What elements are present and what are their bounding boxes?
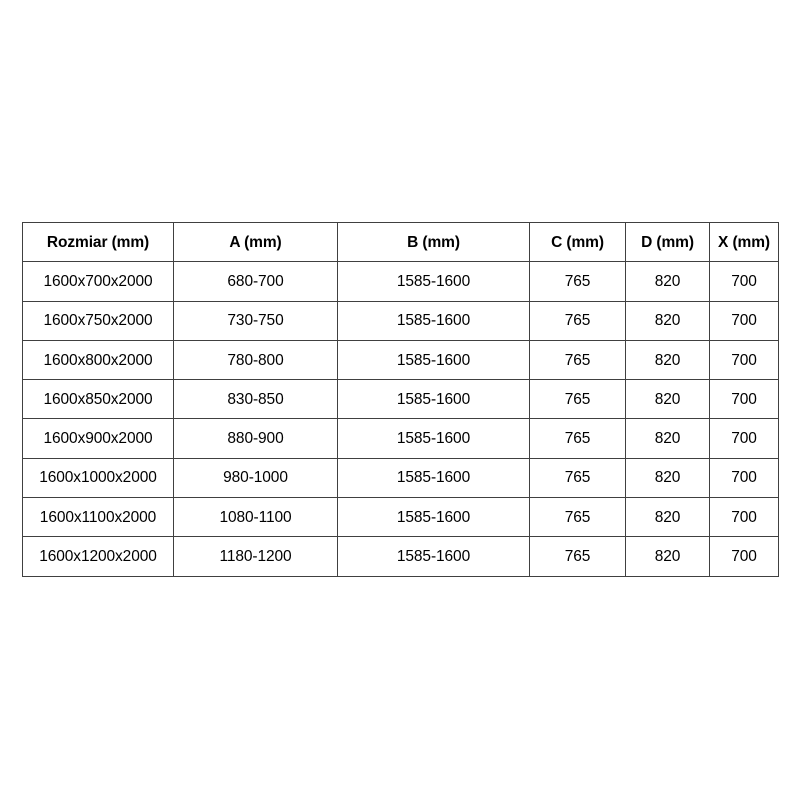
cell-size: 1600x1200x2000 xyxy=(22,536,174,577)
cell-d: 820 xyxy=(625,339,710,381)
cell-d: 820 xyxy=(625,497,710,538)
table-row: 1600x800x2000 780-800 1585-1600 765 820 … xyxy=(22,339,779,381)
cell-b: 1585-1600 xyxy=(337,536,530,577)
cell-x: 700 xyxy=(709,379,779,420)
table-row: 1600x900x2000 880-900 1585-1600 765 820 … xyxy=(22,418,779,459)
cell-a: 730-750 xyxy=(173,300,338,341)
cell-a: 880-900 xyxy=(173,418,338,459)
table-row: 1600x1000x2000 980-1000 1585-1600 765 82… xyxy=(22,457,779,499)
cell-x: 700 xyxy=(709,339,779,381)
cell-size: 1600x1000x2000 xyxy=(22,457,174,499)
column-header-d: D (mm) xyxy=(625,221,710,263)
cell-d: 820 xyxy=(625,300,710,341)
cell-x: 700 xyxy=(709,418,779,459)
cell-size: 1600x1100x2000 xyxy=(22,497,174,538)
column-header-size: Rozmiar (mm) xyxy=(22,221,174,263)
column-header-c: C (mm) xyxy=(529,221,626,263)
column-header-x: X (mm) xyxy=(709,221,779,263)
specification-table-container: Rozmiar (mm) A (mm) B (mm) C (mm) D (mm)… xyxy=(22,221,779,577)
table-row: 1600x750x2000 730-750 1585-1600 765 820 … xyxy=(22,300,779,341)
cell-a: 830-850 xyxy=(173,379,338,420)
cell-c: 765 xyxy=(529,300,626,341)
cell-c: 765 xyxy=(529,457,626,499)
cell-c: 765 xyxy=(529,261,626,302)
cell-b: 1585-1600 xyxy=(337,261,530,302)
column-header-a: A (mm) xyxy=(173,221,338,263)
cell-d: 820 xyxy=(625,536,710,577)
cell-a: 980-1000 xyxy=(173,457,338,499)
cell-b: 1585-1600 xyxy=(337,497,530,538)
cell-size: 1600x900x2000 xyxy=(22,418,174,459)
cell-size: 1600x800x2000 xyxy=(22,339,174,381)
table-header: Rozmiar (mm) A (mm) B (mm) C (mm) D (mm)… xyxy=(22,221,779,263)
cell-a: 1180-1200 xyxy=(173,536,338,577)
cell-d: 820 xyxy=(625,379,710,420)
cell-d: 820 xyxy=(625,418,710,459)
cell-c: 765 xyxy=(529,497,626,538)
cell-c: 765 xyxy=(529,379,626,420)
cell-b: 1585-1600 xyxy=(337,418,530,459)
dimensions-table: Rozmiar (mm) A (mm) B (mm) C (mm) D (mm)… xyxy=(22,221,779,577)
cell-x: 700 xyxy=(709,457,779,499)
cell-c: 765 xyxy=(529,418,626,459)
column-header-b: B (mm) xyxy=(337,221,530,263)
cell-b: 1585-1600 xyxy=(337,379,530,420)
table-row: 1600x1100x2000 1080-1100 1585-1600 765 8… xyxy=(22,497,779,538)
cell-size: 1600x700x2000 xyxy=(22,261,174,302)
table-row: 1600x1200x2000 1180-1200 1585-1600 765 8… xyxy=(22,536,779,577)
cell-size: 1600x750x2000 xyxy=(22,300,174,341)
cell-d: 820 xyxy=(625,457,710,499)
table-row: 1600x850x2000 830-850 1585-1600 765 820 … xyxy=(22,379,779,420)
table-row: 1600x700x2000 680-700 1585-1600 765 820 … xyxy=(22,261,779,302)
cell-b: 1585-1600 xyxy=(337,339,530,381)
cell-b: 1585-1600 xyxy=(337,457,530,499)
cell-a: 1080-1100 xyxy=(173,497,338,538)
cell-x: 700 xyxy=(709,261,779,302)
cell-c: 765 xyxy=(529,536,626,577)
table-body: 1600x700x2000 680-700 1585-1600 765 820 … xyxy=(22,261,779,577)
cell-a: 680-700 xyxy=(173,261,338,302)
table-header-row: Rozmiar (mm) A (mm) B (mm) C (mm) D (mm)… xyxy=(22,221,779,263)
cell-d: 820 xyxy=(625,261,710,302)
cell-b: 1585-1600 xyxy=(337,300,530,341)
cell-x: 700 xyxy=(709,300,779,341)
cell-a: 780-800 xyxy=(173,339,338,381)
cell-x: 700 xyxy=(709,536,779,577)
cell-c: 765 xyxy=(529,339,626,381)
cell-size: 1600x850x2000 xyxy=(22,379,174,420)
cell-x: 700 xyxy=(709,497,779,538)
